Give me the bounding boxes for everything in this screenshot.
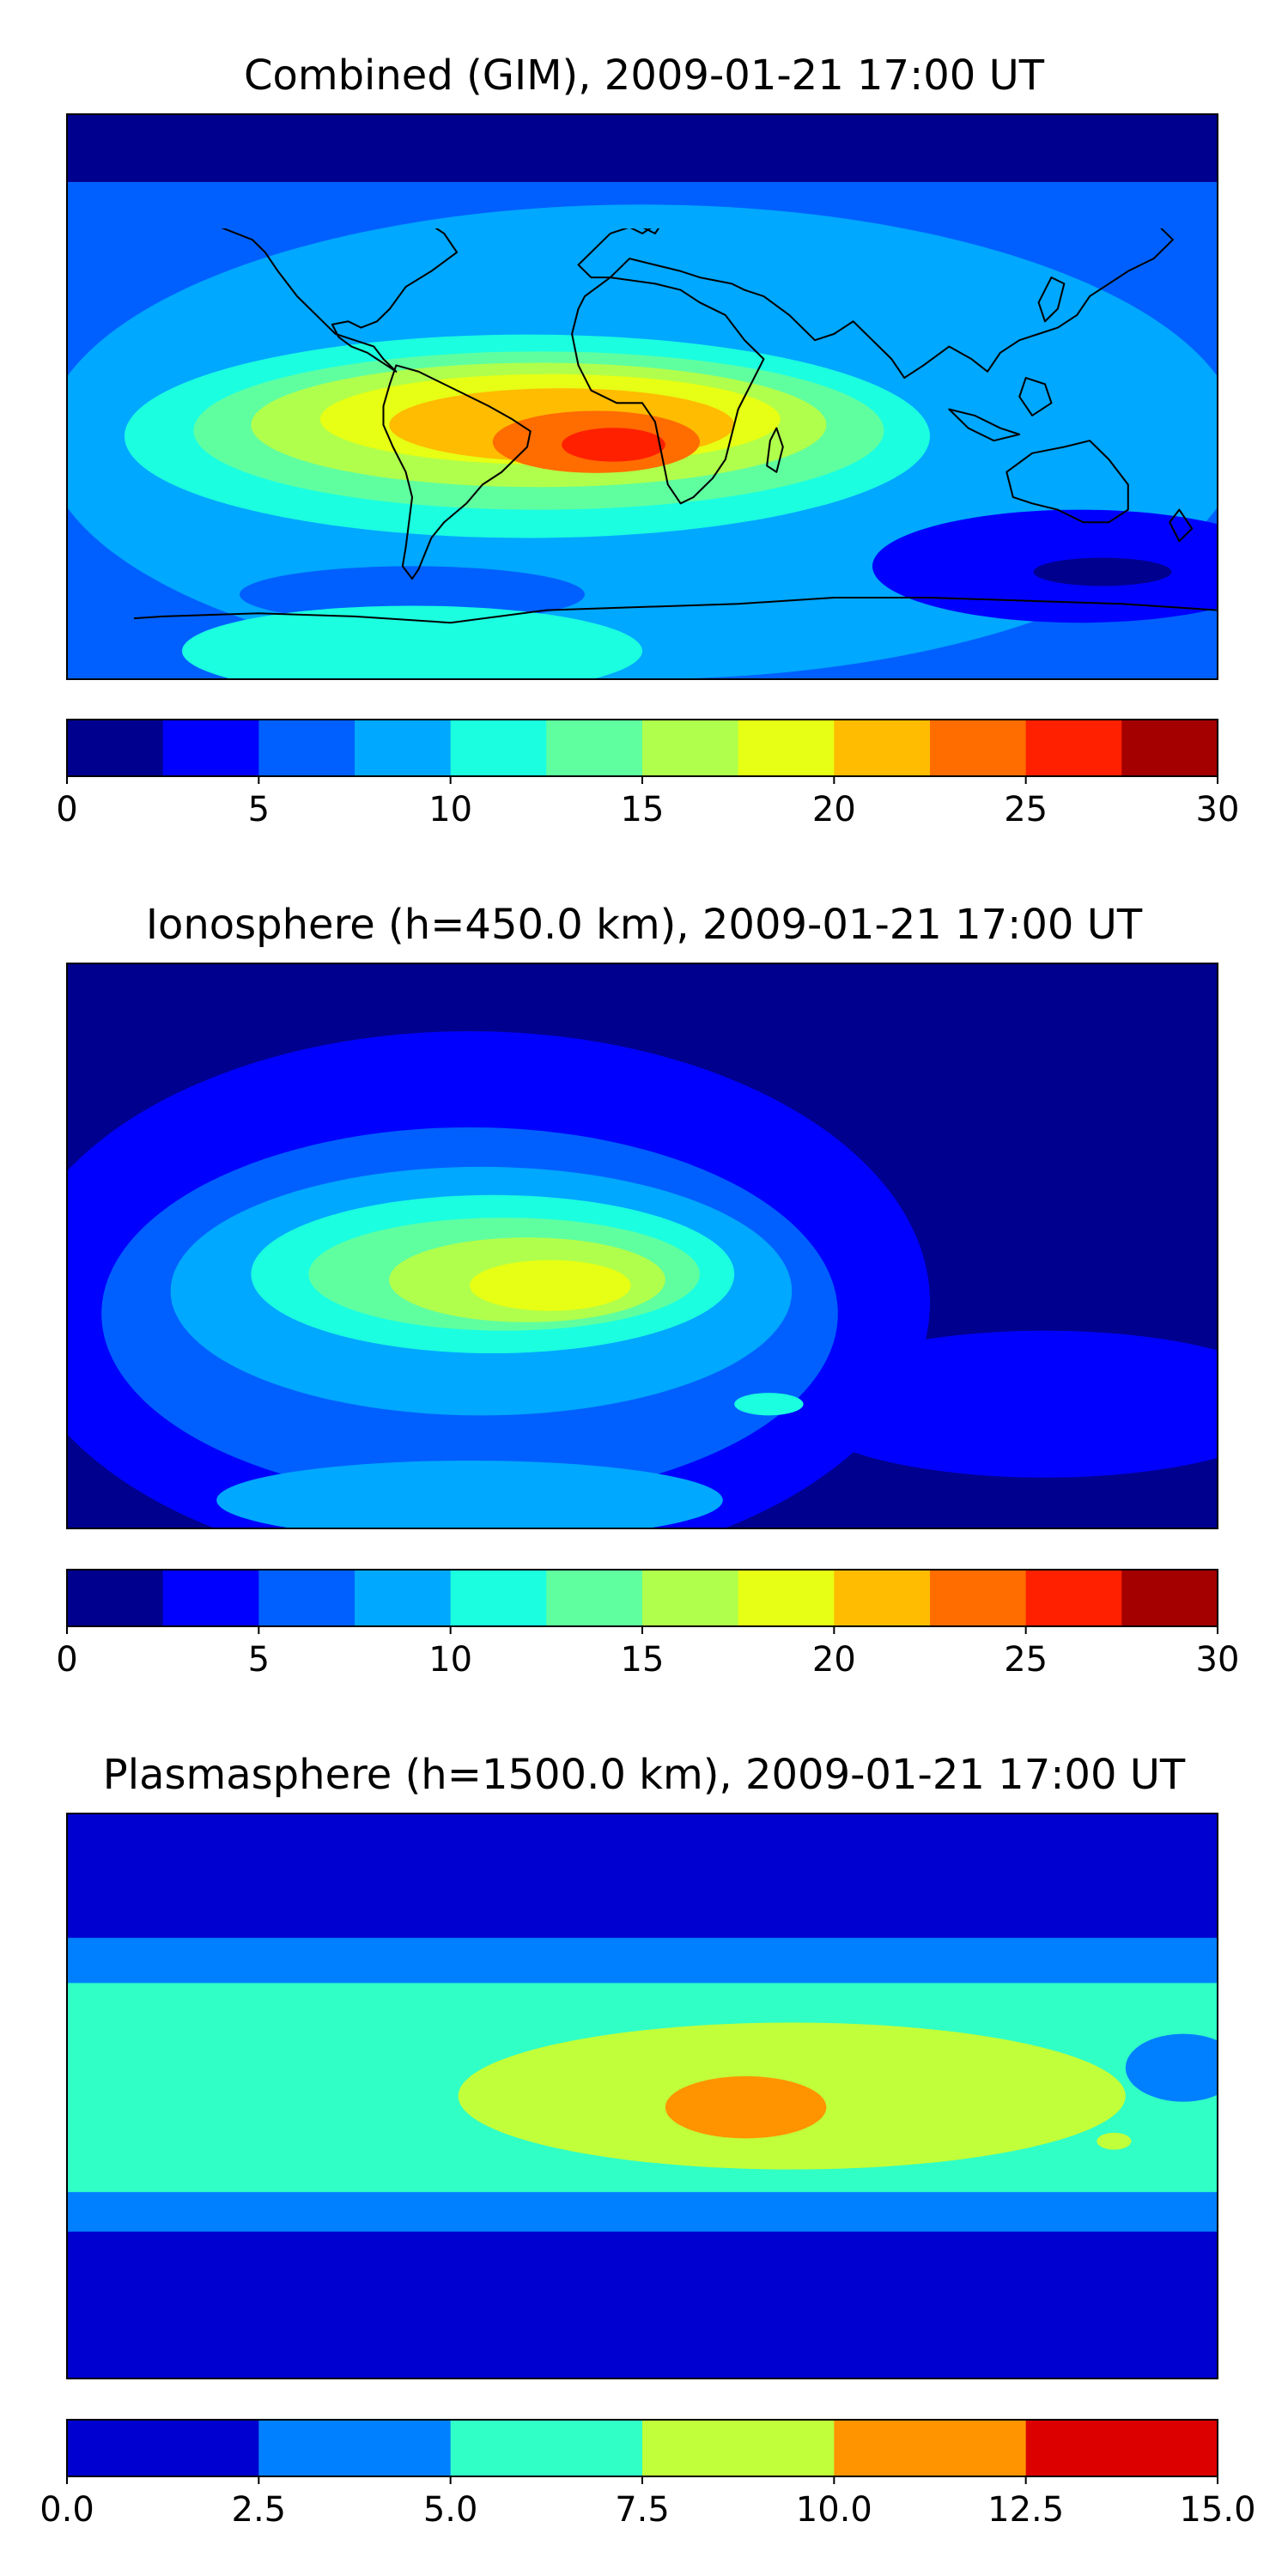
colorbar-tick-label: 0: [56, 790, 77, 829]
map-frame: [66, 1813, 1218, 2379]
colorbar-segment: [834, 720, 931, 776]
colorbar-tick-label: 20: [812, 790, 856, 829]
panel-title: Ionosphere (h=450.0 km), 2009-01-21 17:0…: [146, 901, 1143, 949]
chart-panel-3: Plasmasphere (h=1500.0 km), 2009-01-21 1…: [39, 1751, 1255, 2530]
field-contour: [1125, 2033, 1218, 2102]
colorbar: 0.0 2.5 5.0 7.5 10.0 12.5 15.0: [39, 2419, 1256, 2530]
colorbar-segment: [1121, 720, 1218, 776]
colorbar-segment: [450, 720, 547, 776]
colorbar-tick-label: 5.0: [423, 2490, 478, 2530]
field-contour: [182, 605, 642, 679]
colorbar-segment: [642, 2420, 835, 2476]
colorbar-segment: [162, 720, 259, 776]
colorbar-segment: [930, 1570, 1027, 1626]
field-contour: [240, 566, 585, 623]
colorbar-segment: [1025, 1570, 1122, 1626]
field-contour: [562, 428, 665, 462]
colorbar-segment: [834, 2420, 1027, 2476]
colorbar-segment: [450, 2420, 643, 2476]
colorbar-tick-label: 5: [248, 1640, 270, 1680]
colorbar-segment: [834, 1570, 931, 1626]
field-contour: [216, 1461, 723, 1528]
field-contour: [1097, 2132, 1132, 2150]
colorbar-segment: [546, 720, 643, 776]
colorbar-tick-label: 15: [621, 790, 665, 829]
panel-title: Plasmasphere (h=1500.0 km), 2009-01-21 1…: [103, 1751, 1186, 1799]
chart-panel-2: Ionosphere (h=450.0 km), 2009-01-21 17:0…: [56, 901, 1240, 1680]
field-contour: [665, 2075, 827, 2139]
field-layer: [67, 114, 1218, 679]
colorbar-tick-label: 15.0: [1179, 2490, 1255, 2530]
colorbar-tick-label: 0: [56, 1640, 77, 1680]
colorbar-tick-label: 25: [1004, 1640, 1048, 1680]
colorbar-tick-label: 5: [248, 790, 270, 829]
colorbar-segment: [355, 1570, 452, 1626]
field-contour: [734, 1393, 804, 1416]
colorbar-tick-label: 0.0: [39, 2490, 94, 2530]
colorbar-segment: [546, 1570, 643, 1626]
colorbar-tick-label: 10.0: [796, 2490, 872, 2530]
colorbar-segment: [67, 2420, 259, 2476]
colorbar: 0 5 10 15 20 25 30: [56, 719, 1240, 829]
colorbar-segment: [1121, 1570, 1218, 1626]
colorbar-segment: [258, 720, 355, 776]
colorbar-segment: [67, 1570, 164, 1626]
field-contour: [792, 1330, 1218, 1478]
colorbar-tick-label: 10: [428, 790, 472, 829]
colorbar-segment: [162, 1570, 259, 1626]
colorbar-tick-label: 25: [1004, 790, 1048, 829]
colorbar-segment: [642, 720, 739, 776]
colorbar-tick-label: 20: [812, 1640, 856, 1680]
colorbar-segment: [930, 720, 1027, 776]
field-contour: [470, 1260, 631, 1311]
colorbar-tick-label: 7.5: [615, 2490, 670, 2530]
colorbar-tick-label: 12.5: [987, 2490, 1064, 2530]
colorbar-tick-label: 2.5: [232, 2490, 287, 2530]
colorbar-tick-label: 30: [1196, 1640, 1240, 1680]
colorbar-tick-label: 30: [1196, 790, 1240, 829]
panel-title: Combined (GIM), 2009-01-21 17:00 UT: [244, 52, 1045, 100]
field-layer: [67, 1814, 1218, 2379]
colorbar-segment: [258, 1570, 355, 1626]
colorbar-tick-label: 15: [621, 1640, 665, 1680]
colorbar-segment: [67, 720, 164, 776]
colorbar-segment: [450, 1570, 547, 1626]
colorbar-segment: [1025, 720, 1122, 776]
field-contour: [1033, 557, 1172, 586]
chart-panel-1: Combined (GIM), 2009-01-21 17:00 UT 0 5 10 1…: [56, 52, 1240, 829]
map-frame: [66, 963, 1218, 1529]
field-layer: [67, 963, 1218, 1528]
colorbar-segment: [355, 720, 452, 776]
colorbar-segment: [1025, 2420, 1218, 2476]
colorbar-tick-label: 10: [428, 1640, 472, 1680]
colorbar-segment: [258, 2420, 452, 2476]
colorbar-segment: [738, 1570, 835, 1626]
colorbar-segment: [738, 720, 835, 776]
colorbar-segment: [642, 1570, 739, 1626]
colorbar: 0 5 10 15 20 25 30: [56, 1569, 1240, 1680]
map-frame: [66, 113, 1218, 680]
